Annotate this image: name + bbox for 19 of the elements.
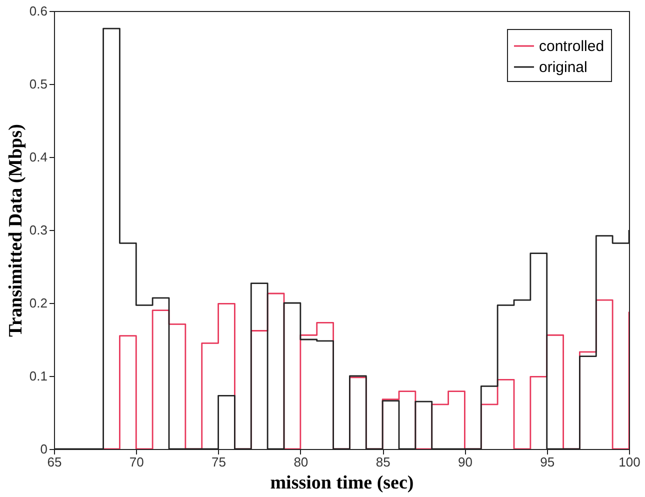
x-tick-label: 70: [129, 454, 144, 470]
x-tick-label: 100: [618, 454, 640, 470]
y-tick-label: 0.4: [29, 150, 48, 164]
y-tick-label: 0.3: [29, 222, 48, 238]
x-tick-label: 65: [47, 454, 62, 470]
y-axis-title: Transimitted Data (Mbps): [5, 124, 26, 337]
y-tick-label: 0.6: [29, 4, 48, 18]
x-axis-title: mission time (sec): [270, 472, 414, 494]
x-tick-label: 75: [212, 454, 226, 470]
legend-label: original: [539, 59, 588, 76]
y-tick-label: 0.1: [29, 368, 48, 384]
x-tick-label: 90: [458, 454, 472, 470]
x-tick-label: 80: [294, 454, 308, 470]
legend-label: controlled: [539, 38, 604, 55]
x-tick-label: 85: [376, 454, 390, 470]
y-tick-label: 0.2: [29, 296, 48, 310]
y-tick-label: 0.5: [29, 76, 48, 92]
y-tick-label: 0: [40, 442, 48, 456]
x-tick-label: 95: [540, 454, 555, 470]
